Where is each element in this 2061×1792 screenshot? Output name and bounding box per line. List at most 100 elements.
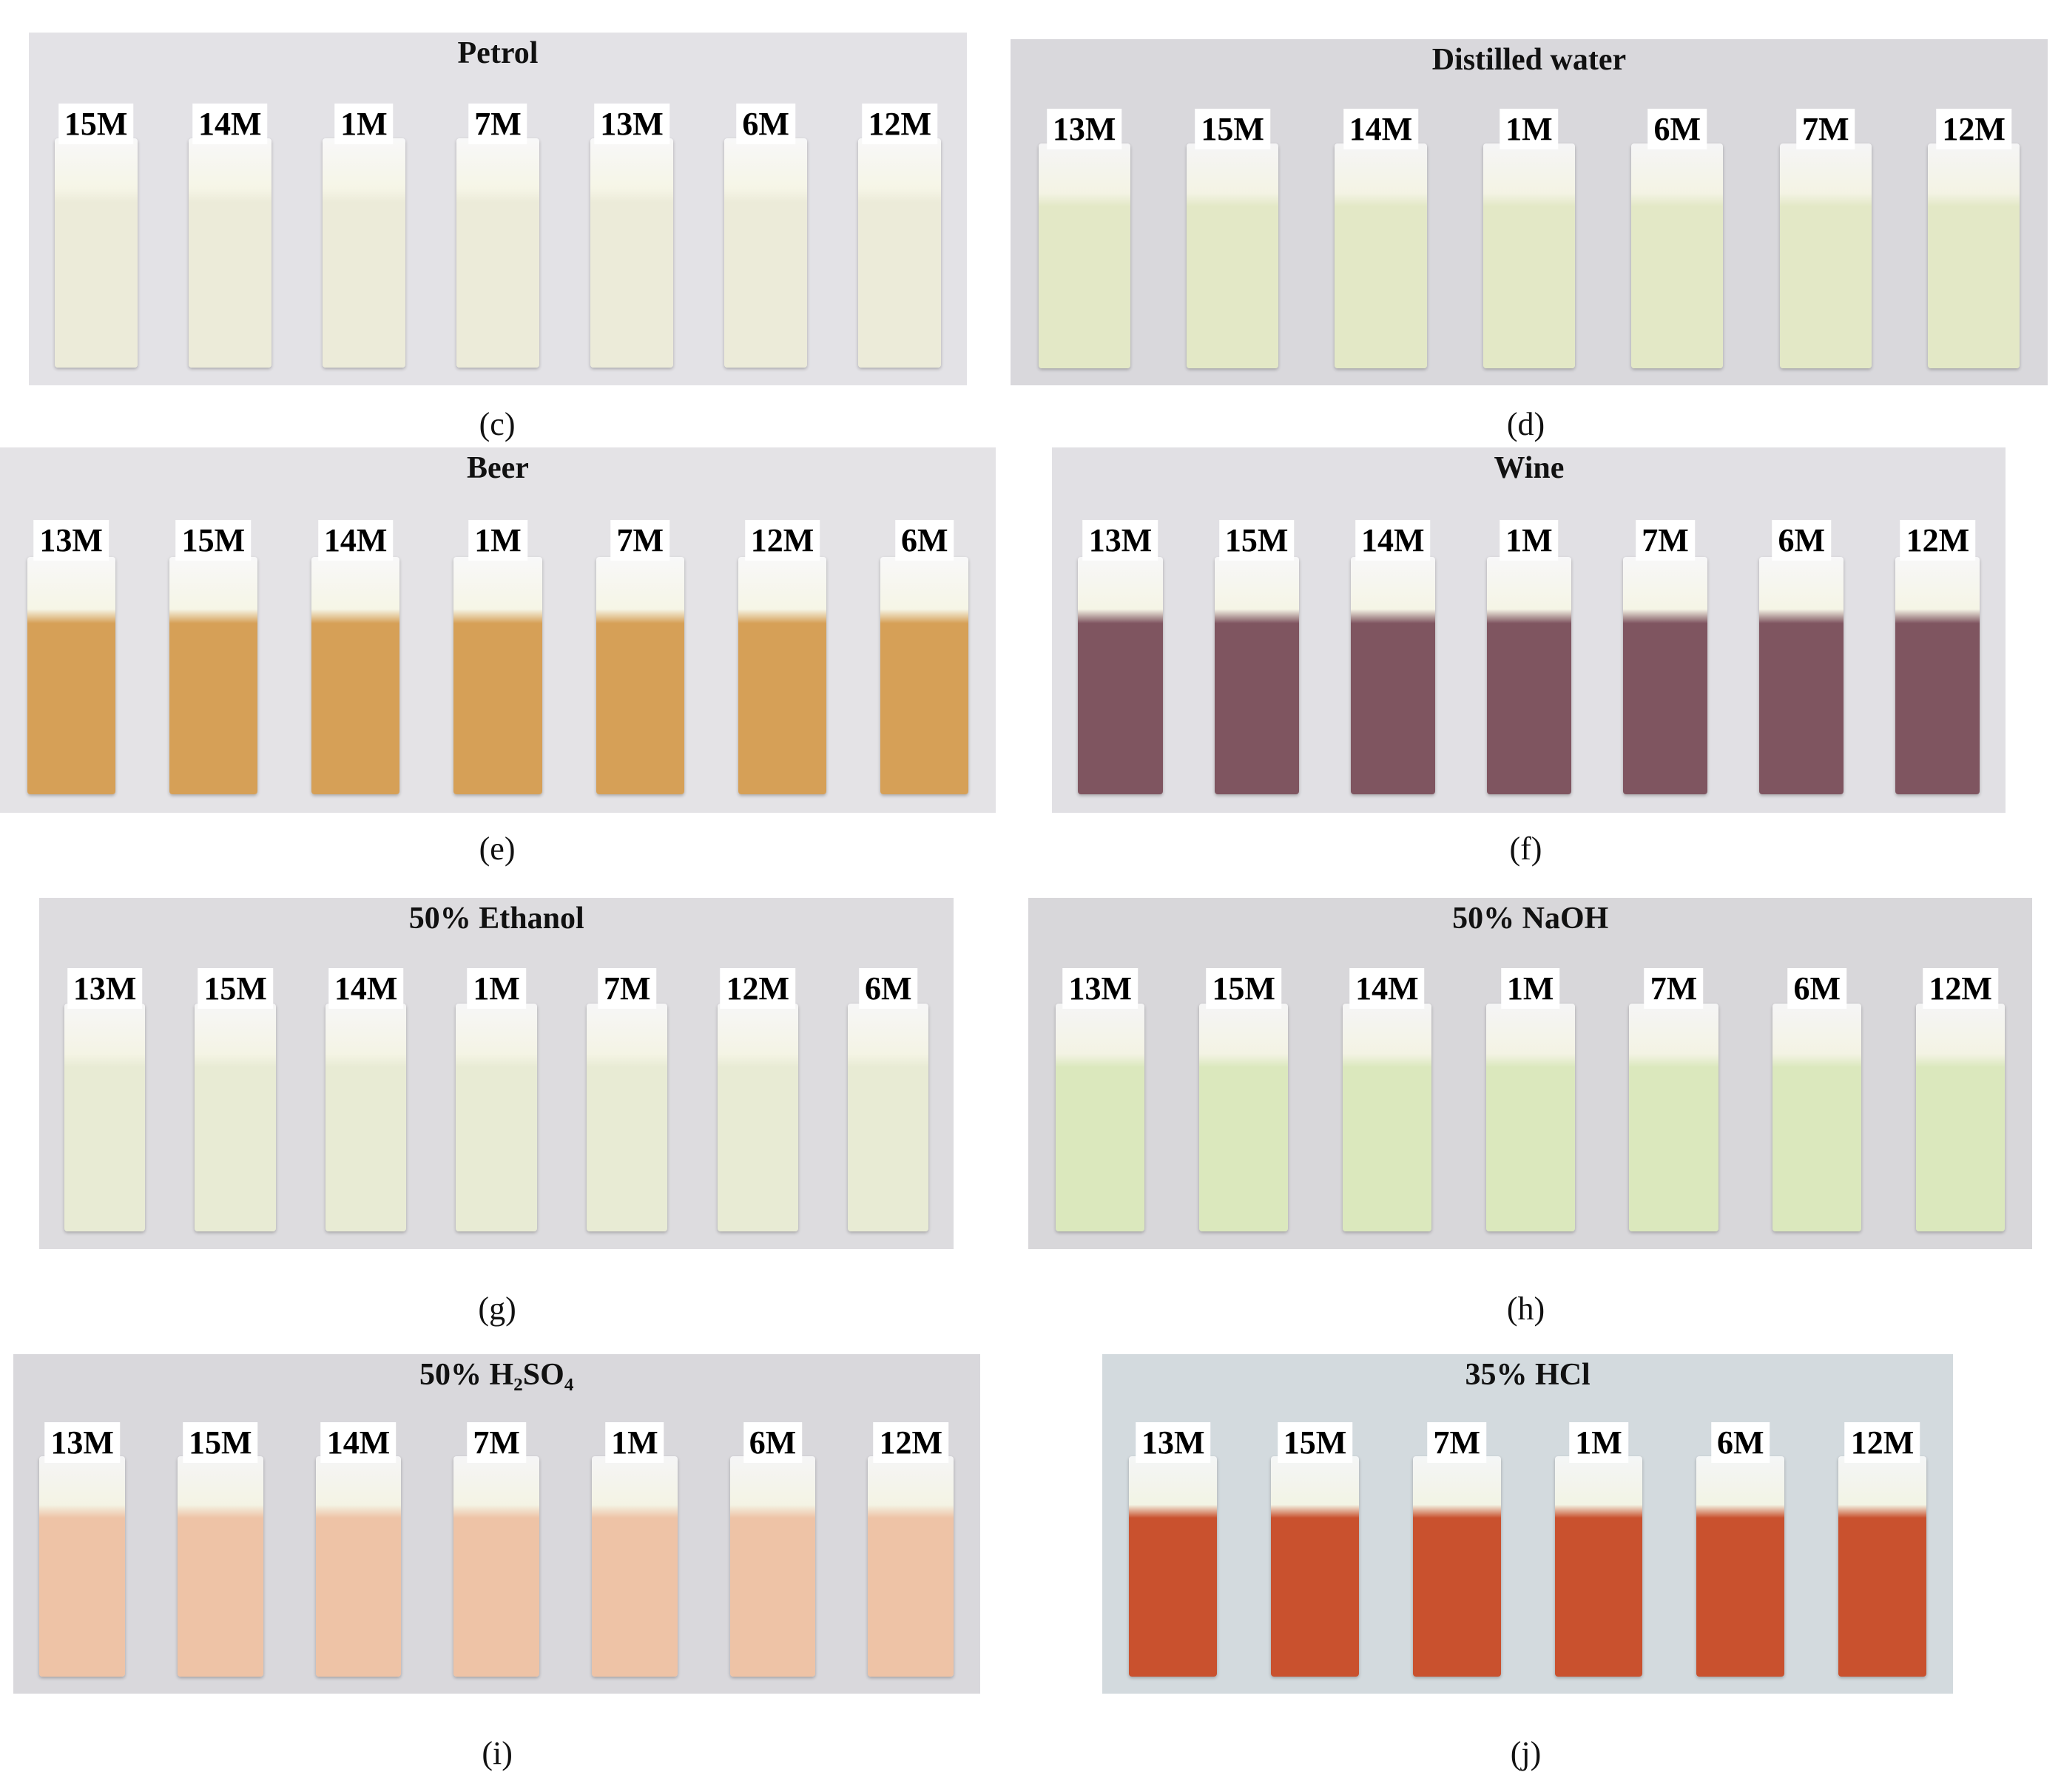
sample-strip	[596, 556, 684, 795]
strip-label: 6M	[1710, 1422, 1770, 1464]
sample-strip	[1129, 1455, 1218, 1677]
panel-caption: (j)	[1510, 1735, 1542, 1772]
sample-strip	[1056, 1003, 1145, 1232]
sample-strip	[880, 556, 969, 795]
sample-strip	[54, 138, 138, 368]
strip-label: 13M	[1062, 968, 1139, 1010]
photo-panel: 50% NaOH 13M 15M 14M 1M 7M 6M 12M	[1028, 898, 2032, 1250]
sample-strip	[456, 138, 540, 368]
panel-caption: (d)	[1506, 405, 1545, 442]
sample-strip	[1335, 143, 1427, 368]
photo-panel: Beer 13M 15M 14M 1M 7M 12M 6M	[0, 447, 996, 813]
strip-label: 7M	[1795, 108, 1855, 149]
panel-title: 35% HCl	[1465, 1358, 1591, 1393]
strip-label: 6M	[736, 103, 795, 144]
sample-strip	[858, 138, 942, 368]
strip-label: 7M	[610, 520, 670, 561]
strip-label: 13M	[67, 968, 143, 1010]
strip-label: 14M	[320, 1422, 397, 1464]
strip-label: 13M	[594, 103, 669, 144]
sample-strip	[1271, 1455, 1359, 1677]
strip-label: 6M	[859, 968, 918, 1010]
sample-strip	[590, 138, 674, 368]
sample-strip	[1631, 143, 1724, 368]
sample-strip	[1759, 556, 1844, 795]
panel-caption: (f)	[1509, 830, 1542, 867]
strip-label: 15M	[183, 1422, 258, 1464]
strip-label: 14M	[328, 968, 404, 1010]
strip-label: 15M	[1277, 1422, 1353, 1464]
strip-label: 14M	[1355, 520, 1431, 561]
sample-strip	[177, 1455, 263, 1677]
sample-strip	[1038, 143, 1130, 368]
sample-strip	[27, 556, 115, 795]
strip-label: 15M	[58, 103, 134, 144]
sample-strip	[591, 1455, 678, 1677]
panel-caption: (e)	[479, 830, 516, 867]
sample-strip	[1350, 556, 1435, 795]
sample-strip	[1629, 1003, 1718, 1232]
sample-strip	[848, 1003, 929, 1232]
strip-label: 13M	[1046, 108, 1122, 149]
sample-strip	[453, 556, 542, 795]
sample-strip	[717, 1003, 798, 1232]
strip-label: 14M	[1343, 108, 1419, 149]
strip-label: 1M	[1569, 1422, 1628, 1464]
strip-label: 7M	[597, 968, 657, 1010]
sample-strip	[1199, 1003, 1289, 1232]
sample-strip	[729, 1455, 816, 1677]
strip-label: 6M	[1647, 108, 1707, 149]
strip-label: 14M	[192, 103, 268, 144]
sample-strip	[325, 1003, 407, 1232]
photo-panel: 50% H₂SO₄ 13M 15M 14M 7M 1M 6M 12M	[13, 1354, 980, 1694]
sample-strip	[311, 556, 400, 795]
sample-strip	[188, 138, 271, 368]
panel-caption: (h)	[1506, 1291, 1545, 1328]
strip-label: 15M	[1218, 520, 1295, 561]
sample-strip	[453, 1455, 540, 1677]
sample-strip	[1622, 556, 1708, 795]
panel-caption: (g)	[478, 1291, 516, 1328]
sample-strip	[1485, 1003, 1575, 1232]
sample-strip	[738, 556, 827, 795]
panel-title: 50% Ethanol	[408, 902, 584, 936]
photo-panel: 50% Ethanol 13M 15M 14M 1M 7M 12M 6M	[39, 898, 954, 1250]
strip-label: 12M	[873, 1422, 949, 1464]
panel-caption: (c)	[479, 405, 516, 442]
strip-label: 15M	[1195, 108, 1270, 149]
strip-label: 13M	[1082, 520, 1158, 561]
strip-label: 14M	[317, 520, 394, 561]
strip-label: 15M	[175, 520, 252, 561]
strip-label: 12M	[1900, 520, 1976, 561]
strip-label: 6M	[1772, 520, 1831, 561]
strip-label: 13M	[44, 1422, 120, 1464]
sample-strip	[1214, 556, 1299, 795]
sample-strip	[1486, 556, 1571, 795]
sample-strip	[1078, 556, 1163, 795]
strip-label: 12M	[744, 520, 820, 561]
strip-label: 7M	[1636, 520, 1695, 561]
panel-title: 50% NaOH	[1452, 902, 1609, 936]
strip-label: 7M	[467, 1422, 526, 1464]
panel-title: Distilled water	[1431, 43, 1627, 78]
sample-strip	[39, 1455, 125, 1677]
strip-label: 7M	[468, 103, 527, 144]
strip-label: 6M	[895, 520, 954, 561]
strip-label: 12M	[1923, 968, 1998, 1010]
sample-strip	[1412, 1455, 1501, 1677]
strip-label: 12M	[862, 103, 938, 144]
strip-label: 13M	[33, 520, 109, 561]
strip-label: 13M	[1136, 1422, 1211, 1464]
sample-strip	[315, 1455, 402, 1677]
photo-panel: Wine 13M 15M 14M 1M 7M 6M 12M	[1052, 447, 2006, 813]
sample-strip	[1779, 143, 1872, 368]
sample-strip	[868, 1455, 954, 1677]
panel-caption: (i)	[482, 1735, 513, 1772]
strip-label: 1M	[1500, 108, 1559, 149]
strip-label: 14M	[1349, 968, 1425, 1010]
panel-title: 50% H₂SO₄	[419, 1358, 574, 1393]
sample-strip	[322, 138, 405, 368]
photo-panel: Distilled water 13M 15M 14M 1M 6M 7M 12M	[1010, 39, 2048, 385]
sample-strip	[1482, 143, 1576, 368]
strip-label: 1M	[605, 1422, 664, 1464]
